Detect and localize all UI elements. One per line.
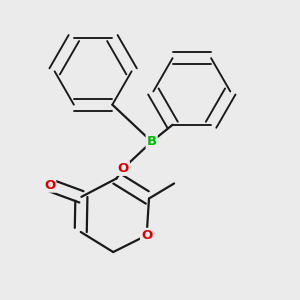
Text: O: O <box>141 229 152 242</box>
Text: O: O <box>44 178 55 192</box>
Text: B: B <box>147 135 157 148</box>
Text: O: O <box>118 162 129 175</box>
